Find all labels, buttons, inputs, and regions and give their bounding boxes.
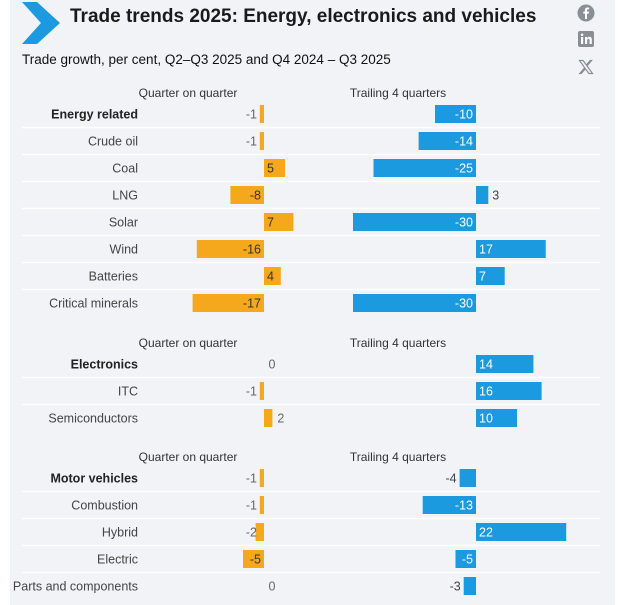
trailing-bar-critical-minerals: [353, 294, 476, 312]
trailing-bar-coal: [373, 159, 476, 177]
category-label-critical-minerals: Critical minerals: [49, 297, 138, 311]
qoq-value-semiconductors: 2: [277, 412, 284, 426]
trailing-bar-wind: [476, 240, 546, 258]
trailing-value-motor-vehicles: -4: [445, 472, 456, 486]
trailing-value-critical-minerals: -30: [455, 297, 473, 311]
qoq-value-solar: 7: [267, 216, 274, 230]
qoq-value-crude-oil: -1: [246, 135, 257, 149]
trailing-bar-itc: [476, 382, 542, 400]
qoq-bar-solar: [264, 213, 294, 231]
trailing-value-electric: -5: [462, 553, 473, 567]
qoq-bar-motor-vehicles: [259, 469, 264, 487]
qoq-value-combustion: -1: [246, 499, 257, 513]
qoq-column-header: Quarter on quarter: [139, 86, 238, 100]
trailing-value-energy-related: -10: [455, 108, 473, 122]
trailing-bar-energy-related: [435, 105, 476, 123]
qoq-value-motor-vehicles: -1: [246, 472, 257, 486]
qoq-value-hybrid: -2: [246, 526, 257, 540]
facebook-icon[interactable]: [575, 2, 597, 24]
trailing-bar-semiconductors: [476, 409, 517, 427]
category-label-batteries: Batteries: [89, 270, 138, 284]
trailing-value-hybrid: 22: [479, 526, 493, 540]
category-label-electric: Electric: [97, 553, 138, 567]
chart-subtitle: Trade growth, per cent, Q2–Q3 2025 and Q…: [22, 52, 391, 67]
qoq-value-critical-minerals: -17: [243, 297, 261, 311]
trailing-value-semiconductors: 10: [479, 412, 493, 426]
qoq-bar-electric: [243, 550, 264, 568]
qoq-column-header: Quarter on quarter: [139, 450, 238, 464]
category-label-hybrid: Hybrid: [102, 526, 138, 540]
trailing-bar-batteries: [476, 267, 505, 285]
qoq-bar-lng: [230, 186, 264, 204]
category-label-wind: Wind: [110, 243, 139, 257]
category-label-parts-and-components: Parts and components: [13, 580, 138, 594]
trailing-value-batteries: 7: [479, 270, 486, 284]
trailing-value-electronics: 14: [479, 358, 493, 372]
category-label-electronics: Electronics: [71, 358, 138, 372]
category-label-solar: Solar: [109, 216, 138, 230]
trailing-value-itc: 16: [479, 385, 493, 399]
trailing-bar-hybrid: [476, 523, 567, 541]
qoq-value-coal: 5: [267, 162, 274, 176]
trailing-value-combustion: -13: [455, 499, 473, 513]
qoq-value-parts-and-components: 0: [269, 580, 276, 594]
category-label-motor-vehicles: Motor vehicles: [50, 472, 138, 486]
trailing-column-header: Trailing 4 quarters: [350, 450, 446, 464]
category-label-combustion: Combustion: [71, 499, 138, 513]
qoq-bar-hybrid: [255, 523, 264, 541]
trailing-bar-crude-oil: [418, 132, 476, 150]
trailing-value-coal: -25: [455, 162, 473, 176]
category-label-semiconductors: Semiconductors: [48, 412, 138, 426]
x-icon[interactable]: [575, 56, 597, 78]
chevron-logo-icon: [22, 2, 60, 44]
qoq-value-itc: -1: [246, 385, 257, 399]
qoq-value-batteries: 4: [267, 270, 274, 284]
trailing-bar-combustion: [422, 496, 476, 514]
qoq-value-wind: -16: [243, 243, 261, 257]
trailing-value-wind: 17: [479, 243, 493, 257]
qoq-bar-energy-related: [259, 105, 264, 123]
qoq-bar-wind: [196, 240, 264, 258]
qoq-bar-itc: [259, 382, 264, 400]
trailing-value-lng: 3: [492, 189, 499, 203]
trailing-bar-electronics: [476, 355, 534, 373]
chart-panel: [10, 0, 615, 605]
trailing-bar-solar: [353, 213, 476, 231]
qoq-bar-coal: [264, 159, 285, 177]
qoq-bar-batteries: [264, 267, 281, 285]
trailing-column-header: Trailing 4 quarters: [350, 86, 446, 100]
qoq-value-energy-related: -1: [246, 108, 257, 122]
category-label-coal: Coal: [112, 162, 138, 176]
qoq-value-electric: -5: [250, 553, 261, 567]
category-label-itc: ITC: [118, 385, 138, 399]
trailing-bar-electric: [455, 550, 476, 568]
qoq-value-lng: -8: [250, 189, 261, 203]
qoq-value-electronics: 0: [269, 358, 276, 372]
qoq-bar-crude-oil: [259, 132, 264, 150]
category-label-crude-oil: Crude oil: [88, 135, 138, 149]
trailing-value-crude-oil: -14: [455, 135, 473, 149]
trailing-bar-motor-vehicles: [459, 469, 476, 487]
trailing-bar-parts-and-components: [463, 577, 476, 595]
category-label-lng: LNG: [112, 189, 138, 203]
category-label-energy-related: Energy related: [51, 108, 138, 122]
qoq-bar-critical-minerals: [192, 294, 264, 312]
trailing-value-parts-and-components: -3: [450, 580, 461, 594]
linkedin-icon[interactable]: [575, 28, 597, 50]
qoq-column-header: Quarter on quarter: [139, 336, 238, 350]
trailing-bar-lng: [476, 186, 489, 204]
trailing-column-header: Trailing 4 quarters: [350, 336, 446, 350]
qoq-bar-semiconductors: [264, 409, 273, 427]
qoq-bar-combustion: [259, 496, 264, 514]
chart-title: Trade trends 2025: Energy, electronics a…: [70, 6, 537, 27]
trailing-value-solar: -30: [455, 216, 473, 230]
